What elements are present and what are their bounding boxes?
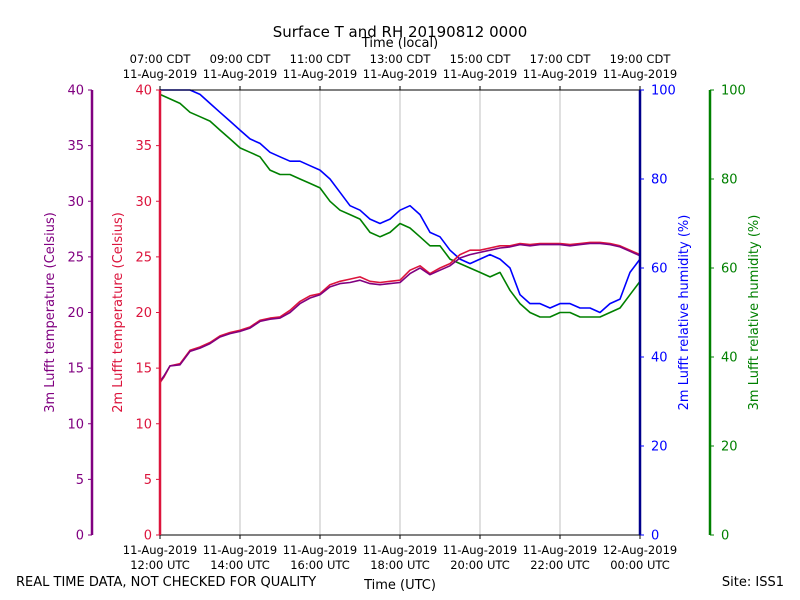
- lufft-2m-temperature-tick-label: 40: [135, 84, 152, 99]
- lufft-3m-rh-tick-label: 60: [721, 262, 738, 277]
- top-x-tick-time: 13:00 CDT: [370, 52, 432, 66]
- lufft-3m-temperature-tick-label: 10: [67, 417, 84, 432]
- lufft-3m-temperature-tick-label: 20: [67, 306, 84, 321]
- bottom-x-tick-date: 11-Aug-2019: [283, 543, 357, 557]
- lufft-2m-temperature-tick-label: 35: [135, 139, 152, 154]
- top-x-tick-date: 11-Aug-2019: [443, 67, 517, 81]
- lufft-3m-temperature-tick-label: 0: [76, 529, 84, 544]
- bottom-x-tick-date: 11-Aug-2019: [443, 543, 517, 557]
- lufft-2m-rh-tick-label: 0: [651, 529, 659, 544]
- lufft-3m-rh-axis-label: 3m Lufft relative humidity (%): [747, 215, 762, 411]
- lufft-3m-temperature-tick-label: 40: [67, 84, 84, 99]
- lufft-3m-temperature-tick-label: 30: [67, 195, 84, 210]
- lufft-3m-rh-tick-label: 40: [721, 351, 738, 366]
- lufft-3m-rh-tick-label: 0: [721, 529, 729, 544]
- x-axis-title: Time (UTC): [363, 578, 436, 593]
- lufft-2m-rh-tick-label: 80: [651, 173, 668, 188]
- 3m-lufft-temperature-line: [159, 242, 641, 382]
- lufft-2m-temperature-tick-label: 10: [135, 417, 152, 432]
- bottom-x-tick-time: 12:00 UTC: [130, 558, 190, 572]
- bottom-x-tick-time: 14:00 UTC: [210, 558, 270, 572]
- series-layer: [159, 89, 641, 384]
- lufft-3m-rh-tick-label: 100: [721, 84, 746, 99]
- top-x-tick-date: 11-Aug-2019: [123, 67, 197, 81]
- lufft-2m-rh-tick-label: 40: [651, 351, 668, 366]
- top-x-tick-time: 15:00 CDT: [450, 52, 512, 66]
- top-x-tick-date: 11-Aug-2019: [523, 67, 597, 81]
- top-axis-title: Time (local): [361, 36, 438, 51]
- lufft-3m-temperature-tick-label: 35: [67, 139, 84, 154]
- lufft-3m-temperature-tick-label: 15: [67, 362, 84, 377]
- top-x-tick-time: 17:00 CDT: [530, 52, 592, 66]
- bottom-x-tick-date: 11-Aug-2019: [363, 543, 437, 557]
- top-x-tick-time: 07:00 CDT: [130, 52, 192, 66]
- lufft-3m-rh-tick-label: 80: [721, 173, 738, 188]
- top-x-tick-time: 09:00 CDT: [210, 52, 272, 66]
- top-x-tick-time: 11:00 CDT: [290, 52, 352, 66]
- lufft-2m-rh-tick-label: 20: [651, 440, 668, 455]
- lufft-3m-rh-tick-label: 20: [721, 440, 738, 455]
- quality-disclaimer: REAL TIME DATA, NOT CHECKED FOR QUALITY: [16, 575, 317, 590]
- bottom-x-tick-time: 20:00 UTC: [450, 558, 510, 572]
- lufft-2m-temperature-tick-label: 20: [135, 306, 152, 321]
- lufft-2m-temperature-tick-label: 15: [135, 362, 152, 377]
- bottom-x-tick-date: 11-Aug-2019: [123, 543, 197, 557]
- lufft-3m-temperature-tick-label: 5: [76, 473, 84, 488]
- lufft-3m-temperature-tick-label: 25: [67, 250, 84, 265]
- lufft-2m-temperature-tick-label: 30: [135, 195, 152, 210]
- lufft-2m-temperature-tick-label: 0: [144, 529, 152, 544]
- top-x-tick-time: 19:00 CDT: [610, 52, 672, 66]
- bottom-x-tick-time: 18:00 UTC: [370, 558, 430, 572]
- lufft-3m-temperature-axis-label: 3m Lufft temperature (Celsius): [43, 212, 58, 413]
- bottom-x-tick-time: 16:00 UTC: [290, 558, 350, 572]
- lufft-2m-rh-axis-label: 2m Lufft relative humidity (%): [677, 215, 692, 411]
- 2m-lufft-temperature-line: [159, 241, 641, 384]
- lufft-2m-temperature-tick-label: 5: [144, 473, 152, 488]
- bottom-x-tick-date: 11-Aug-2019: [523, 543, 597, 557]
- chart-title: Surface T and RH 20190812 0000: [273, 23, 528, 41]
- lufft-2m-temperature-tick-label: 25: [135, 250, 152, 265]
- bottom-x-tick-date: 11-Aug-2019: [203, 543, 277, 557]
- lufft-2m-rh-tick-label: 60: [651, 262, 668, 277]
- bottom-x-tick-date: 12-Aug-2019: [603, 543, 677, 557]
- bottom-x-tick-time: 00:00 UTC: [610, 558, 670, 572]
- 2m-lufft-relative-humidity-line: [160, 89, 641, 314]
- bottom-x-tick-time: 22:00 UTC: [530, 558, 590, 572]
- top-x-tick-date: 11-Aug-2019: [283, 67, 357, 81]
- lufft-2m-rh-tick-label: 100: [651, 84, 676, 99]
- lufft-2m-temperature-axis-label: 2m Lufft temperature (Celsius): [111, 212, 126, 413]
- top-x-tick-date: 11-Aug-2019: [363, 67, 437, 81]
- top-x-tick-date: 11-Aug-2019: [203, 67, 277, 81]
- site-label: Site: ISS1: [721, 575, 784, 590]
- top-x-tick-date: 11-Aug-2019: [603, 67, 677, 81]
- 3m-lufft-relative-humidity-line: [159, 93, 641, 318]
- ticks-layer: 0 5 10 15 20 25 30 35 40 0 5 10 15 20 25 30 35 40 0 20 40 60 8…: [67, 52, 745, 572]
